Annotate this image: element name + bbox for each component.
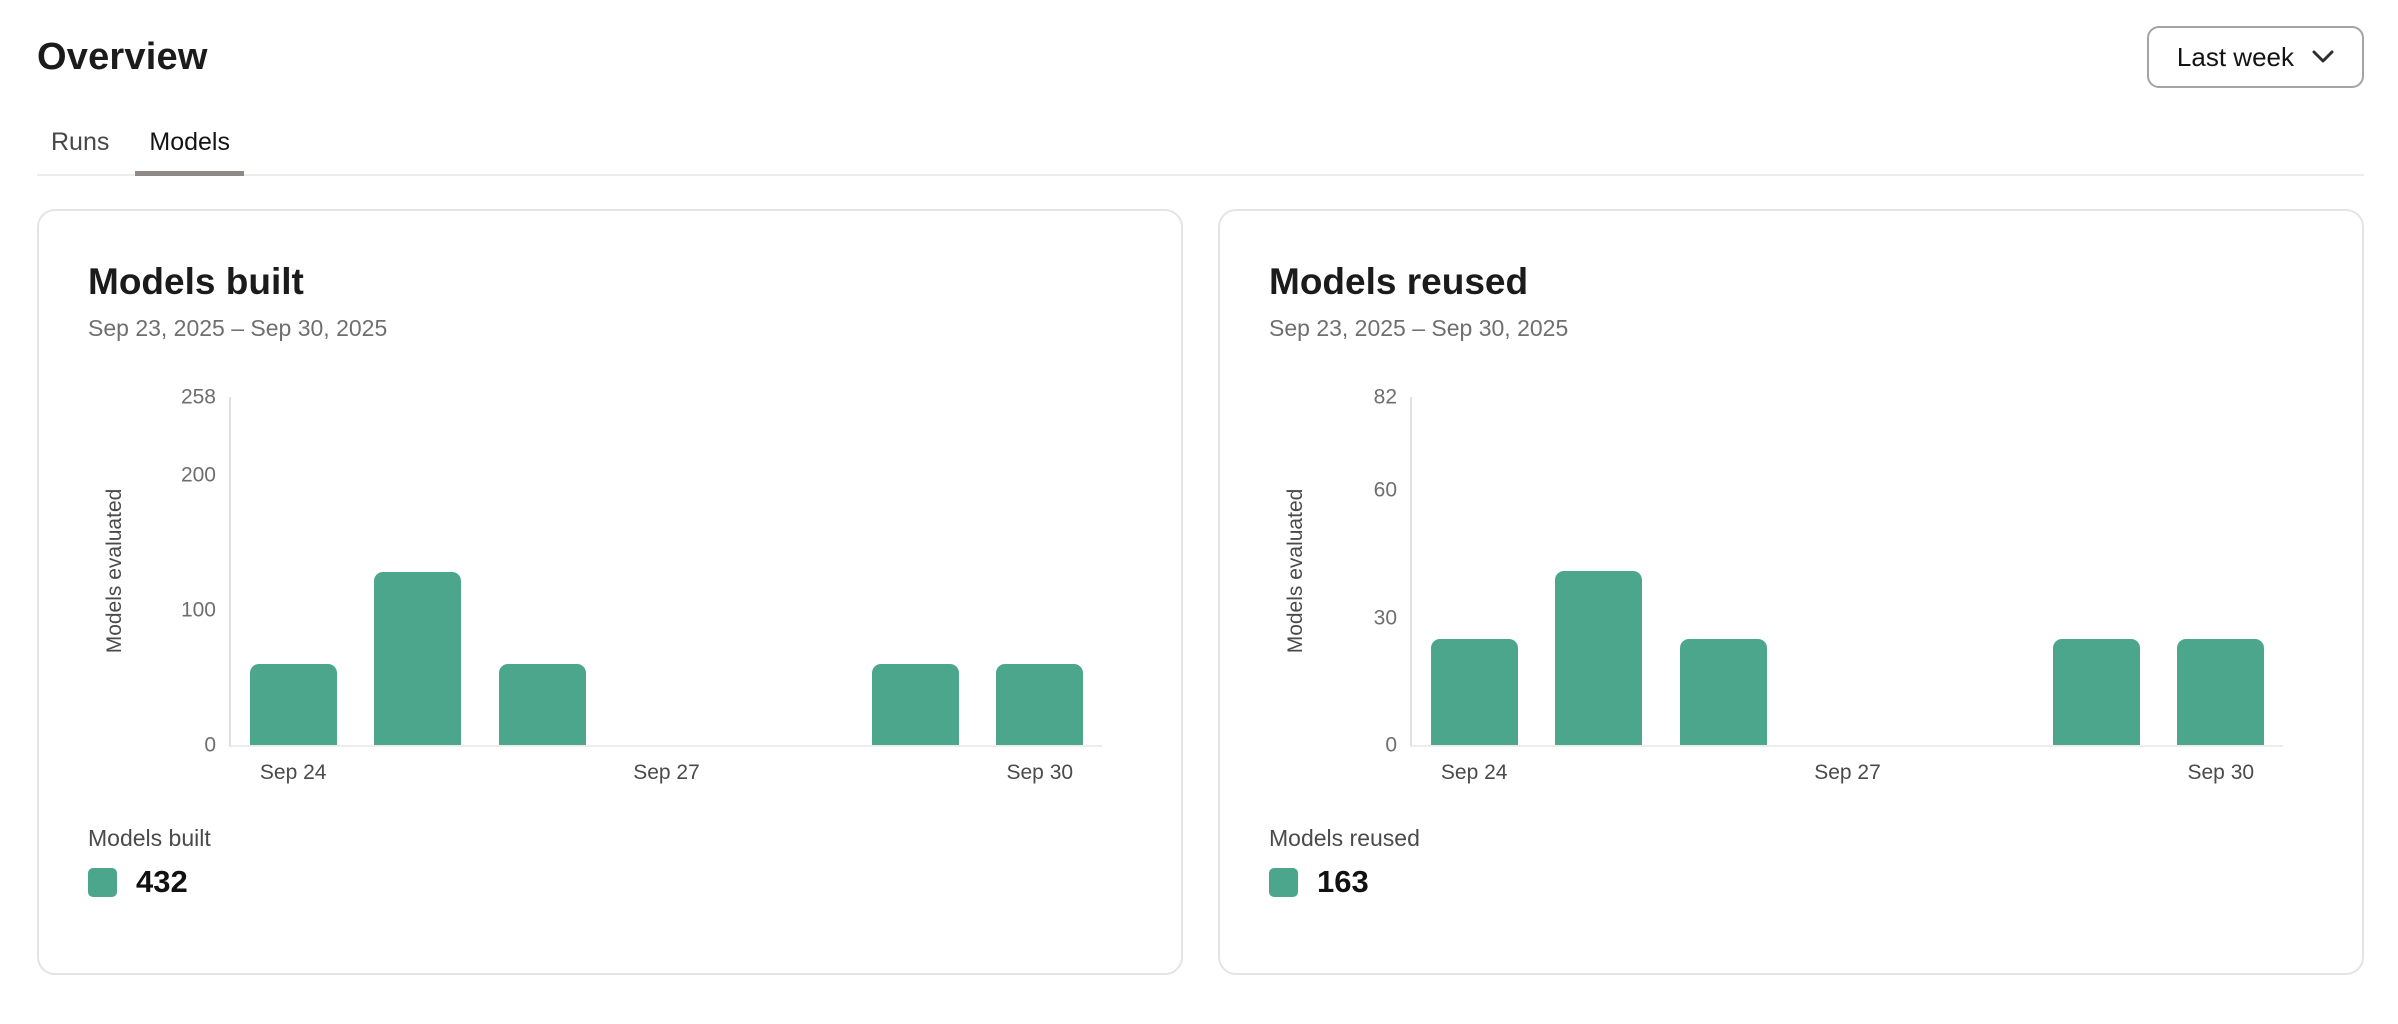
bar-sep-24[interactable] [1430, 638, 1518, 745]
legend-row: 432 [88, 864, 1132, 900]
y-tick-label: 0 [1385, 733, 1397, 757]
legend-value: 163 [1317, 864, 1369, 899]
x-tick-label: Sep 24 [259, 761, 327, 784]
card-models-built: Models built Sep 23, 2025 – Sep 30, 2025… [37, 209, 1183, 975]
bar-sep-24[interactable] [249, 664, 337, 745]
y-axis-title: Models evaluated [103, 488, 126, 654]
y-tick-label: 82 [1373, 385, 1397, 409]
card-title: Models reused [1269, 261, 1529, 302]
x-tick-label: Sep 27 [1814, 761, 1881, 784]
page-title: Overview [37, 36, 208, 78]
bar-sep-25[interactable] [1555, 571, 1643, 745]
x-tick-label: Sep 24 [1440, 761, 1508, 784]
chevron-down-icon [2312, 50, 2334, 64]
tab-bar: Runs Models [37, 128, 2364, 176]
card-title: Models built [88, 261, 304, 302]
plot-area: Models evaluated 0 30 60 82 Sep 24 Sep 27 Sep … [1284, 387, 2283, 784]
y-axis-title: Models evaluated [1284, 488, 1307, 654]
models-built-chart: Models evaluated 0 100 200 258 Sep 24 Sep 27 S… [88, 387, 1132, 784]
legend-label: Models reused [1269, 825, 1420, 851]
page-root: Overview Last week Runs Models Models bu… [37, 0, 2364, 975]
x-tick-label: Sep 27 [633, 761, 700, 784]
bar-sep-30[interactable] [996, 664, 1084, 745]
tab-models[interactable]: Models [135, 128, 244, 176]
plot-area: Models evaluated 0 100 200 258 Sep 24 Sep 27 S… [103, 387, 1102, 784]
models-reused-chart: Models evaluated 0 30 60 82 Sep 24 Sep 27 Sep … [1269, 387, 2313, 784]
y-tick-label: 258 [180, 385, 216, 409]
bar-sep-26[interactable] [1679, 638, 1767, 745]
x-tick-label: Sep 30 [1006, 761, 1074, 784]
legend-label: Models built [88, 825, 211, 851]
bar-sep-25[interactable] [374, 572, 462, 745]
legend-swatch [88, 867, 117, 897]
time-range-label: Last week [2176, 41, 2294, 72]
x-tick-label: Sep 30 [2187, 761, 2255, 784]
bar-sep-29[interactable] [2052, 638, 2140, 745]
card-models-reused: Models reused Sep 23, 2025 – Sep 30, 202… [1218, 209, 2364, 975]
y-tick-label: 100 [180, 598, 216, 622]
bar-sep-26[interactable] [498, 664, 586, 745]
card-date-range: Sep 23, 2025 – Sep 30, 2025 [1269, 315, 1569, 341]
time-range-dropdown[interactable]: Last week [2146, 26, 2364, 88]
page-header: Overview Last week [37, 0, 2364, 88]
y-tick-label: 60 [1373, 478, 1397, 502]
bar-sep-30[interactable] [2177, 638, 2265, 745]
y-tick-label: 200 [180, 463, 216, 487]
y-tick-label: 0 [204, 733, 216, 757]
cards-row: Models built Sep 23, 2025 – Sep 30, 2025… [37, 209, 2364, 975]
legend-swatch [1269, 867, 1298, 897]
card-date-range: Sep 23, 2025 – Sep 30, 2025 [88, 315, 388, 341]
legend-row: 163 [1269, 864, 2313, 900]
y-tick-label: 30 [1373, 606, 1397, 630]
legend-value: 432 [136, 864, 188, 899]
bar-sep-29[interactable] [871, 664, 959, 745]
tab-runs[interactable]: Runs [37, 128, 123, 174]
